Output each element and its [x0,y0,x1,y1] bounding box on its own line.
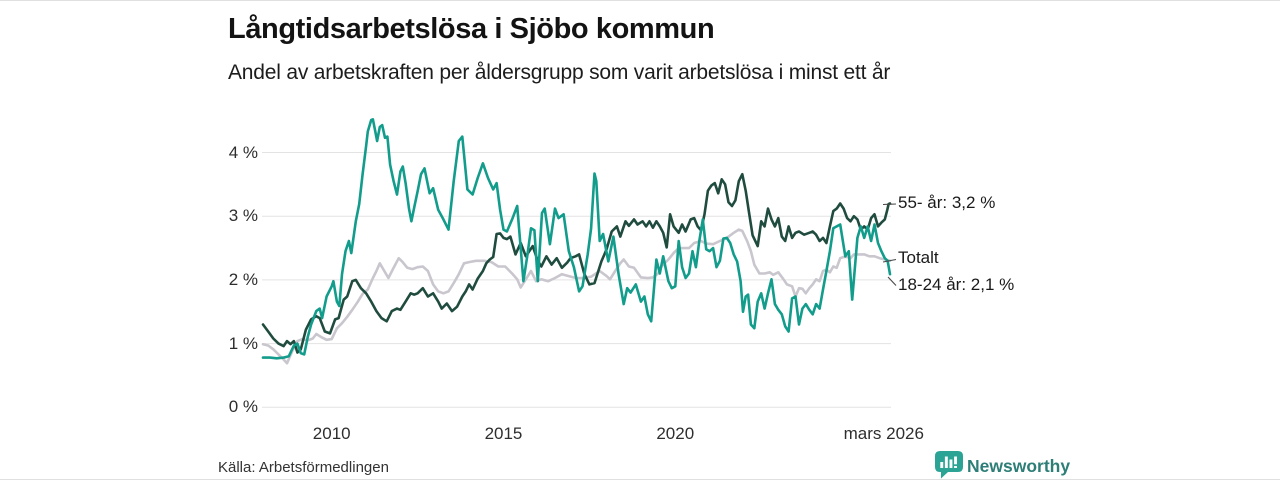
y-axis-tick-label: 1 % [228,333,258,353]
label-leader-line [882,258,897,263]
x-axis-tick-label: mars 2026 [843,424,924,443]
chart-subtitle: Andel av arbetskraften per åldersgrupp s… [228,61,891,84]
y-axis-tick-label: 3 % [228,206,258,226]
source-credit: Källa: Arbetsförmedlingen [218,459,389,476]
x-axis-tick-label: 2015 [484,424,523,443]
x-axis-tick-label: 2010 [312,424,351,443]
label-leader-line [887,276,897,286]
y-axis-tick-label: 2 % [228,269,258,289]
series-end-label-18-24: 18-24 år: 2,1 % [898,275,1015,294]
y-axis-tick-label: 4 % [228,142,258,162]
newsworthy-wordmark: Newsworthy [967,456,1071,476]
newsworthy-logo-icon [935,451,963,479]
x-axis-tick-label: 2020 [656,424,695,443]
line-series-18-24-r [261,118,892,360]
series-end-label-55: 55- år: 3,2 % [898,193,996,212]
page-title: Långtidsarbetslösa i Sjöbo kommun [228,13,715,45]
label-leader-line [882,203,897,206]
series-end-label-totalt: Totalt [898,248,939,267]
y-axis-tick-label: 0 % [228,397,258,417]
line-series-55-r [261,172,892,354]
